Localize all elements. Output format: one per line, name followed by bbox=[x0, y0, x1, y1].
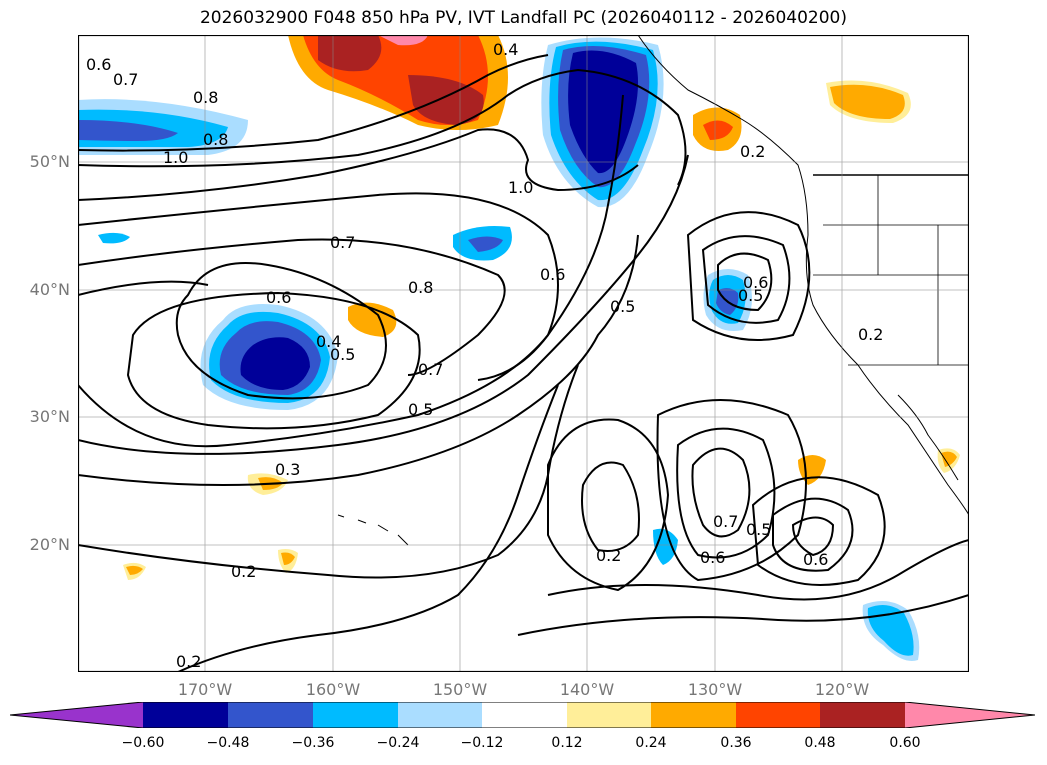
contour-label: 0.6 bbox=[803, 550, 828, 569]
colorbar-bin bbox=[567, 702, 651, 728]
map-frame bbox=[77, 34, 970, 673]
contour-label: 0.4 bbox=[316, 332, 341, 351]
colorbar-tick: 0.36 bbox=[720, 735, 752, 751]
contour-label: 0.7 bbox=[713, 512, 738, 531]
contour-label: 0.3 bbox=[275, 460, 300, 479]
contour-label: 0.5 bbox=[408, 400, 433, 419]
contour-label: 0.8 bbox=[203, 130, 228, 149]
colorbar-tick: −0.24 bbox=[376, 735, 420, 751]
colorbar-bin bbox=[398, 702, 482, 728]
colorbar-bin bbox=[228, 702, 313, 728]
contour-label: 0.5 bbox=[330, 345, 355, 364]
contour-labels: 0.6 0.7 0.8 0.8 1.0 0.4 1.0 0.7 0.8 0.6 … bbox=[86, 40, 883, 671]
lat-label: 50°N bbox=[29, 152, 70, 171]
lon-label: 140°W bbox=[559, 680, 615, 699]
map-canvas: 0.6 0.7 0.8 0.8 1.0 0.4 1.0 0.7 0.8 0.6 … bbox=[77, 34, 970, 673]
colorbar-bin bbox=[651, 702, 736, 728]
colorbar-tick: 0.60 bbox=[889, 735, 921, 751]
colorbar bbox=[10, 702, 1035, 728]
colorbar-bin bbox=[143, 702, 228, 728]
contour-label: 0.6 bbox=[540, 265, 565, 284]
gridlines bbox=[78, 35, 969, 672]
contour-label: 0.8 bbox=[193, 88, 218, 107]
colorbar-tick: −0.36 bbox=[291, 735, 335, 751]
contour-label: 0.6 bbox=[266, 288, 291, 307]
colorbar-tick: 0.12 bbox=[551, 735, 583, 751]
colorbar-bin bbox=[482, 702, 567, 728]
pv-shading bbox=[78, 35, 960, 661]
colorbar-tick: 0.24 bbox=[635, 735, 667, 751]
contour-label: 1.0 bbox=[508, 178, 533, 197]
contour-label: 0.2 bbox=[596, 546, 621, 565]
contour-label: 0.7 bbox=[418, 360, 443, 379]
contour-label: 0.7 bbox=[330, 233, 355, 252]
colorbar-extend-low bbox=[10, 702, 143, 728]
map-title: 2026032900 F048 850 hPa PV, IVT Landfall… bbox=[199, 8, 847, 28]
contour-label: 0.2 bbox=[740, 142, 765, 161]
colorbar-tick: 0.48 bbox=[804, 735, 836, 751]
contour-label: 0.2 bbox=[176, 652, 201, 671]
lon-label: 130°W bbox=[687, 680, 743, 699]
contour-label: 0.5 bbox=[738, 286, 763, 305]
map-panel: 0.6 0.7 0.8 0.8 1.0 0.4 1.0 0.7 0.8 0.6 … bbox=[77, 34, 970, 673]
lon-label: 150°W bbox=[432, 680, 488, 699]
colorbar-extend-high bbox=[905, 702, 1035, 728]
contour-label: 0.6 bbox=[743, 273, 768, 292]
contour-label: 0.2 bbox=[858, 325, 883, 344]
lat-label: 40°N bbox=[29, 280, 70, 299]
colorbar-tick: −0.12 bbox=[460, 735, 504, 751]
contour-label: 0.5 bbox=[746, 520, 771, 539]
colorbar-bin bbox=[820, 702, 905, 728]
contour-label: 0.2 bbox=[231, 562, 256, 581]
contour-label: 1.0 bbox=[163, 148, 188, 167]
lat-label: 20°N bbox=[29, 535, 70, 554]
contour-label: 0.6 bbox=[86, 55, 111, 74]
lon-label: 120°W bbox=[814, 680, 870, 699]
contour-label: 0.7 bbox=[113, 70, 138, 89]
lon-label: 160°W bbox=[305, 680, 361, 699]
coastline bbox=[337, 34, 970, 546]
contour-label: 0.8 bbox=[408, 278, 433, 297]
pv-contours bbox=[77, 54, 970, 673]
colorbar-tick: −0.48 bbox=[206, 735, 250, 751]
lon-label: 170°W bbox=[177, 680, 233, 699]
colorbar-tick: −0.60 bbox=[121, 735, 165, 751]
colorbar-bin bbox=[313, 702, 398, 728]
contour-label: 0.4 bbox=[493, 40, 518, 59]
lat-label: 30°N bbox=[29, 407, 70, 426]
contour-label: 0.6 bbox=[700, 548, 725, 567]
contour-label: 0.5 bbox=[610, 297, 635, 316]
colorbar-bin bbox=[736, 702, 820, 728]
